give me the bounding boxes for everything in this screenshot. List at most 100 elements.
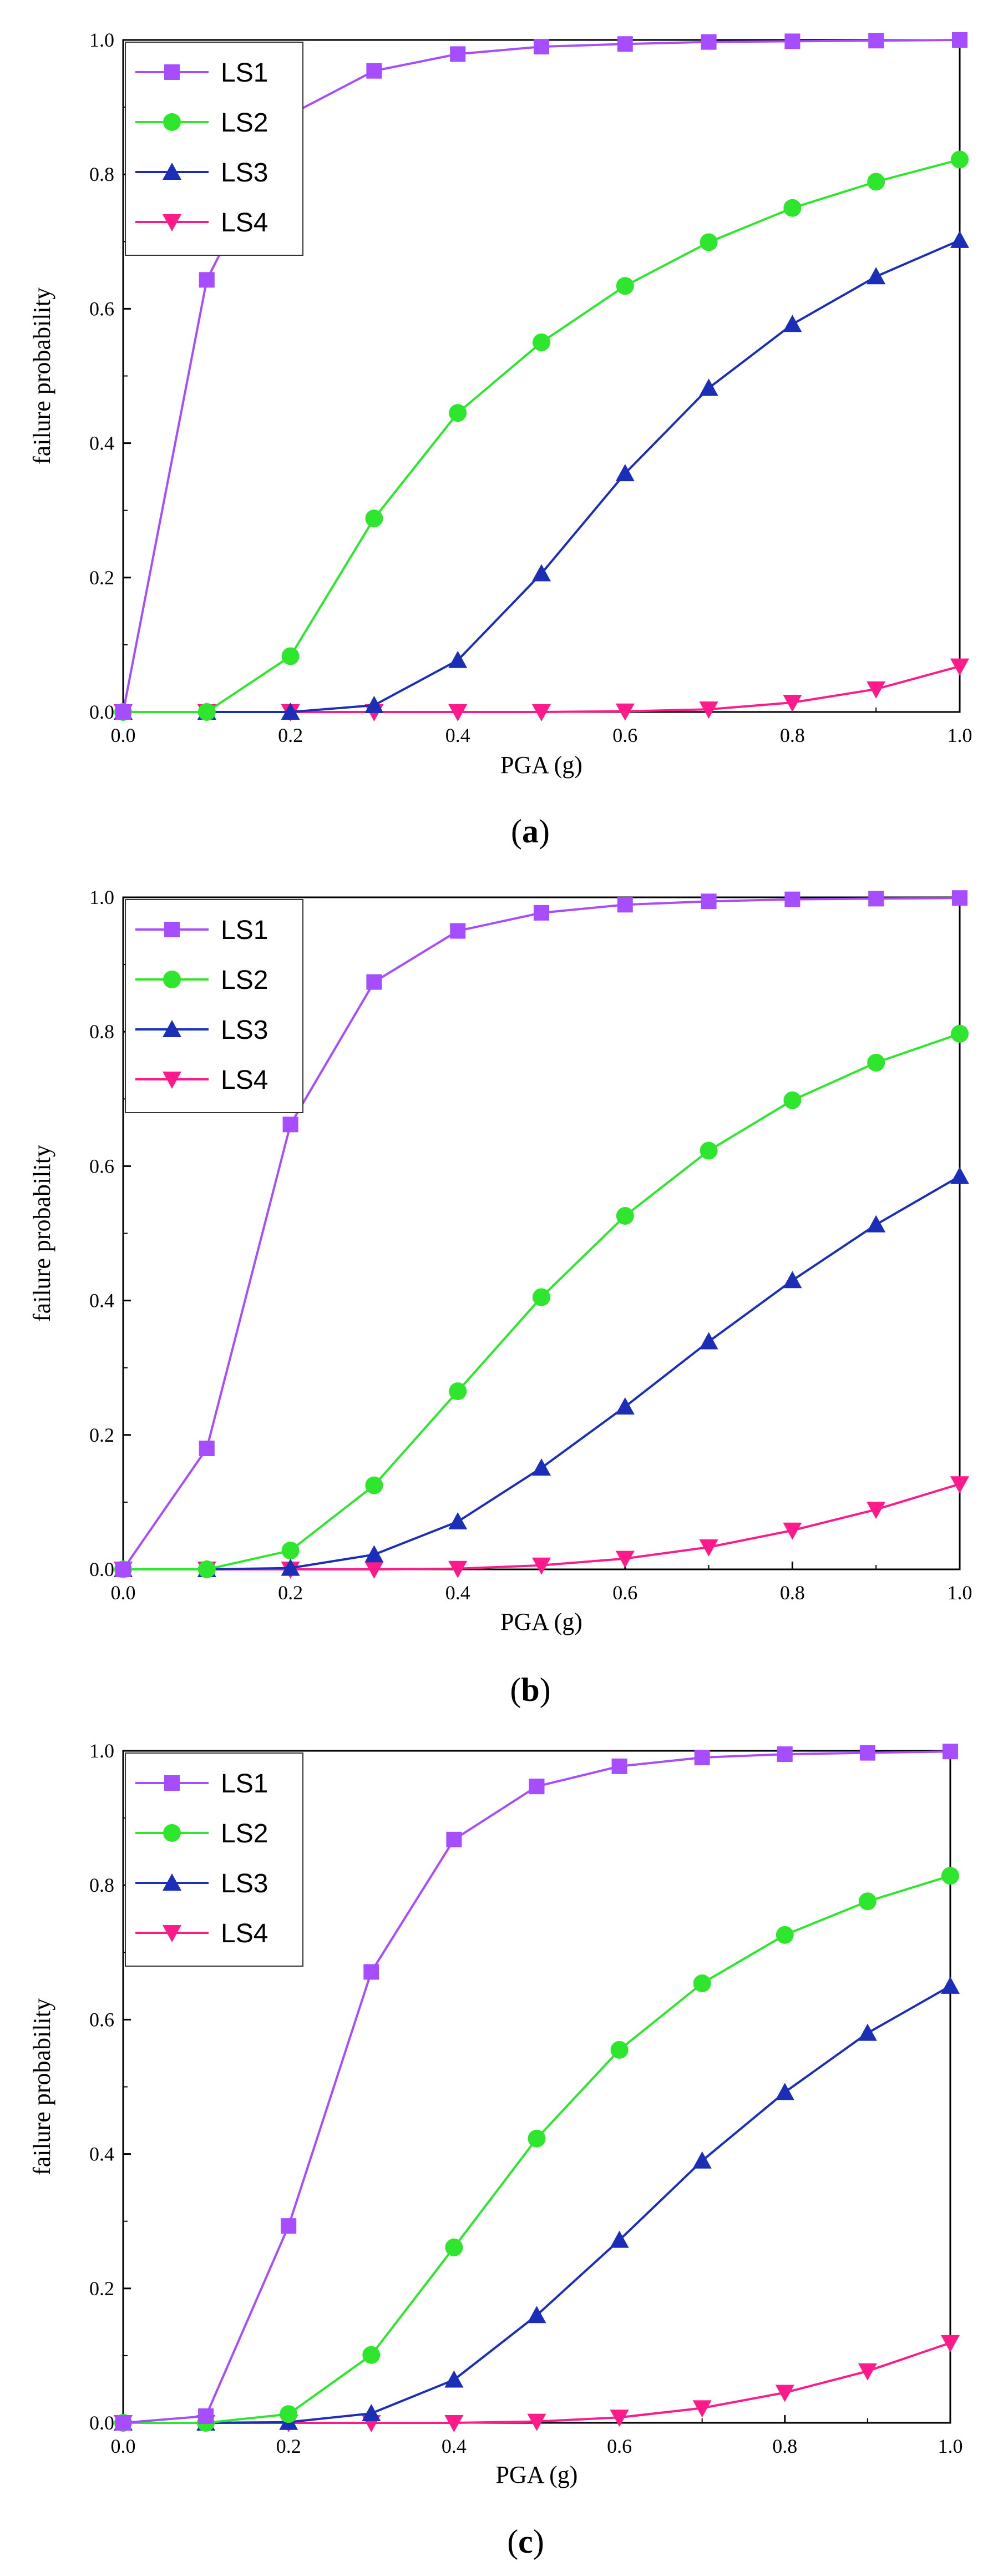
series-line-ls3 [123, 1175, 961, 1570]
data-point [610, 2230, 629, 2248]
panel-caption: (c) [507, 2523, 544, 2560]
legend-label: LS3 [221, 1869, 268, 1898]
legend-marker [164, 64, 180, 80]
legend-label: LS4 [221, 1919, 268, 1948]
data-point [952, 890, 967, 906]
legend-box [125, 899, 303, 1113]
data-point [950, 230, 969, 248]
series-ls2 [114, 1867, 959, 2432]
legend-label: LS2 [221, 1819, 268, 1848]
caption-close: ) [539, 813, 550, 850]
data-point [450, 46, 466, 62]
legend-marker [163, 163, 181, 180]
data-point [198, 2408, 214, 2424]
x-tick-label: 0.4 [445, 1582, 470, 1604]
data-point [115, 1562, 131, 1577]
legend-marker [163, 1020, 181, 1037]
x-tick-label: 0.4 [445, 724, 470, 746]
x-tick-label: 0.6 [612, 724, 637, 746]
caption-open: ( [507, 2523, 518, 2560]
legend-label: LS3 [221, 1016, 268, 1045]
legend-marker [163, 971, 181, 988]
y-tick-label: 0.6 [89, 2008, 114, 2031]
y-tick-label: 0.2 [89, 567, 114, 589]
legend-box [125, 1752, 303, 1967]
data-point [699, 1332, 718, 1350]
y-axis-title: failure probability [28, 1145, 55, 1322]
y-tick-label: 0.4 [89, 1290, 114, 1312]
y-tick-label: 0.8 [89, 1021, 114, 1043]
legend: LS1 LS2 LS3 LS4 [125, 42, 303, 256]
x-tick-label: 0.8 [780, 724, 805, 746]
x-axis-title: PGA (g) [496, 2461, 578, 2488]
data-point [449, 1382, 467, 1401]
data-point [115, 704, 131, 720]
data-point [529, 1779, 545, 1795]
chart-panel-a: 0.0 0.2 0.4 0.6 0.8 1.0 0.0 0.2 0.4 0.6 0.8 1.0 PGA … [28, 29, 972, 779]
y-tick-label: 0.0 [89, 2412, 114, 2434]
data-point [448, 650, 468, 668]
data-point [363, 1964, 379, 1980]
y-tick-label: 0.0 [89, 701, 114, 723]
data-point [281, 1558, 300, 1576]
legend-label: LS3 [221, 158, 268, 188]
data-point [281, 703, 300, 720]
data-point [692, 2400, 712, 2418]
data-point [784, 33, 801, 49]
data-point [701, 893, 717, 910]
data-point [775, 2385, 794, 2402]
data-point [450, 923, 466, 939]
data-point [445, 2238, 463, 2256]
data-point [532, 704, 551, 721]
data-point [281, 2218, 297, 2234]
data-point [610, 2040, 629, 2059]
series-line-ls4 [123, 2342, 951, 2424]
series-ls2 [114, 1024, 969, 1578]
data-point [534, 39, 549, 55]
y-tick-label: 0.6 [89, 1155, 114, 1177]
y-tick-label: 0.0 [89, 1558, 114, 1580]
data-point [532, 1458, 551, 1476]
data-point [362, 2346, 381, 2364]
chart-panel-b: 0.0 0.2 0.4 0.6 0.8 1.0 0.0 0.2 0.4 0.6 0.8 1.0 PGA … [28, 886, 972, 1635]
data-point [699, 378, 718, 396]
data-point [941, 2335, 960, 2352]
data-point [615, 464, 635, 482]
x-tick-label: 0.0 [111, 1582, 136, 1604]
legend: LS1 LS2 LS3 LS4 [125, 1752, 303, 1967]
data-point [950, 658, 969, 676]
data-point [950, 1166, 969, 1184]
data-point [616, 277, 634, 295]
legend: LS1 LS2 LS3 LS4 [125, 899, 303, 1113]
panel-caption: (b) [510, 1671, 550, 1708]
legend-label: LS1 [221, 1769, 268, 1799]
data-point [692, 2151, 712, 2169]
series-ls3 [114, 230, 969, 720]
x-tick-label: 0.2 [278, 1582, 303, 1604]
x-tick-label: 0.2 [278, 724, 303, 746]
data-point [197, 1560, 216, 1578]
legend-label: LS2 [221, 966, 268, 995]
data-point [867, 1053, 885, 1072]
legend-label: LS4 [221, 208, 268, 238]
data-point [364, 1545, 384, 1563]
y-tick-label: 0.4 [89, 2143, 114, 2165]
data-point [617, 897, 633, 913]
y-tick-label: 0.6 [89, 297, 114, 320]
data-point [867, 1502, 886, 1519]
data-point [776, 1926, 794, 1944]
chart-panel-c: 0.0 0.2 0.4 0.6 0.8 1.0 0.0 0.2 0.4 0.6 0.8 1.0 PGA … [28, 1740, 963, 2488]
legend-marker [163, 1072, 181, 1089]
y-tick-label: 1.0 [89, 1740, 114, 1762]
series-ls4 [114, 1476, 969, 1579]
x-tick-label: 1.0 [938, 2435, 963, 2457]
data-point [952, 32, 967, 48]
data-point [783, 1271, 802, 1289]
y-tick-label: 0.2 [89, 2277, 114, 2300]
data-point [199, 1441, 215, 1457]
y-axis-title: failure probability [28, 1998, 55, 2175]
legend-label: LS4 [221, 1065, 268, 1095]
data-point [775, 2083, 794, 2100]
data-point [784, 891, 801, 907]
legend-marker [163, 113, 181, 131]
